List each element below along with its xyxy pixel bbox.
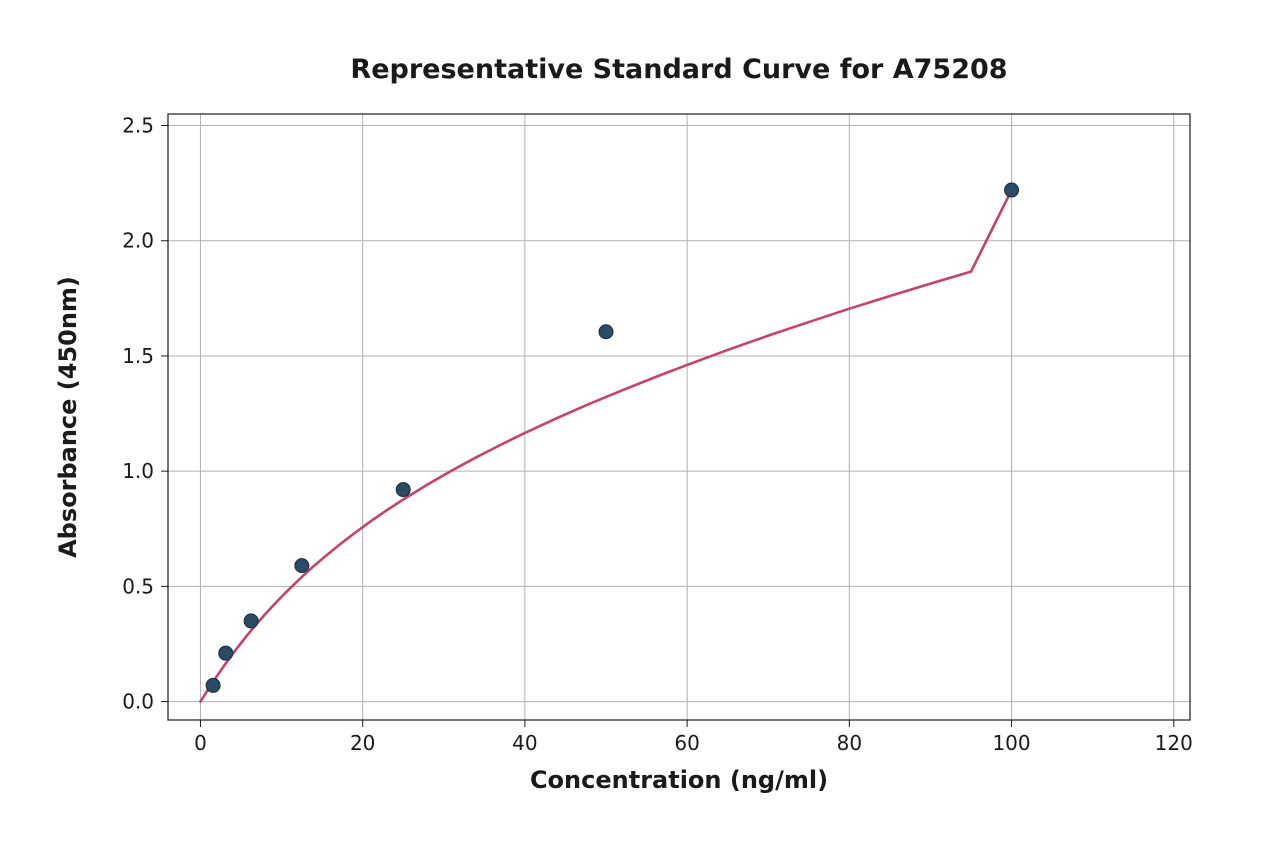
y-tick-label: 1.0: [122, 459, 154, 483]
x-tick-label: 0: [194, 731, 207, 755]
x-tick-label: 120: [1155, 731, 1193, 755]
data-point: [295, 559, 309, 573]
data-point: [599, 325, 613, 339]
standard-curve-chart: 0 20 40 60 80 100 120 0.0 0.5 1.0 1.5 2.0 2.5 Concent…: [0, 0, 1280, 845]
y-tick-label: 0.5: [122, 574, 154, 598]
data-point: [206, 678, 220, 692]
plot-area: [168, 114, 1190, 720]
x-tick-label: 60: [674, 731, 699, 755]
y-tick-label: 0.0: [122, 690, 154, 714]
chart-container: 0 20 40 60 80 100 120 0.0 0.5 1.0 1.5 2.0 2.5 Concent…: [0, 0, 1280, 845]
y-axis-label: Absorbance (450nm): [54, 276, 82, 558]
x-axis-label: Concentration (ng/ml): [530, 766, 828, 794]
y-tick-label: 1.5: [122, 344, 154, 368]
y-tick-label: 2.0: [122, 229, 154, 253]
data-point: [219, 646, 233, 660]
x-tick-label: 20: [350, 731, 375, 755]
data-point: [1005, 183, 1019, 197]
x-tick-label: 80: [837, 731, 862, 755]
chart-title: Representative Standard Curve for A75208: [350, 54, 1007, 85]
y-tick-label: 2.5: [122, 114, 154, 138]
x-tick-label: 40: [512, 731, 537, 755]
data-point: [396, 483, 410, 497]
data-point: [244, 614, 258, 628]
x-tick-label: 100: [992, 731, 1030, 755]
